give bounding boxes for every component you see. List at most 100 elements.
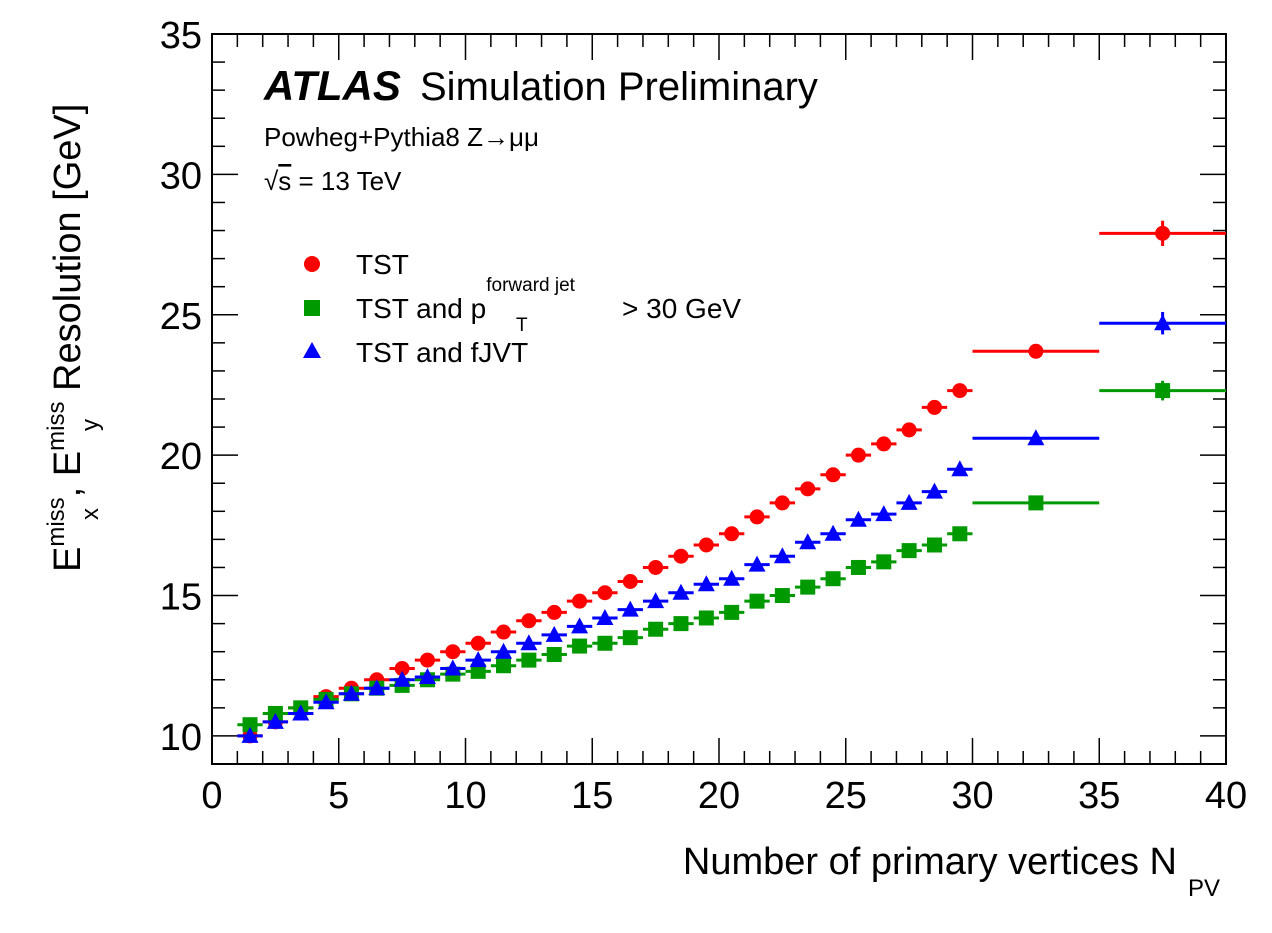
y-tick-label: 35 xyxy=(160,15,202,57)
data-point-circle xyxy=(724,526,740,542)
data-point-triangle xyxy=(444,659,462,676)
x-tick-label: 5 xyxy=(328,775,349,817)
data-point-square xyxy=(1155,383,1171,399)
energy-value: = 13 TeV xyxy=(291,166,402,196)
x-axis-label-sub: PV xyxy=(1188,875,1220,902)
y-tick-label: 30 xyxy=(160,155,202,197)
data-point-square xyxy=(521,652,537,668)
data-point-square xyxy=(648,621,664,637)
data-point-circle xyxy=(749,509,765,525)
data-point-triangle xyxy=(925,482,943,499)
data-point-square xyxy=(1028,495,1044,511)
status-label: Simulation Preliminary xyxy=(420,65,818,109)
y-label-y-sub: y xyxy=(77,419,104,431)
data-point-square xyxy=(470,663,486,679)
data-point-triangle xyxy=(748,555,766,572)
data-point-circle xyxy=(1028,343,1044,359)
data-point-circle xyxy=(876,436,892,452)
data-point-triangle xyxy=(672,583,690,600)
data-point-circle xyxy=(597,585,613,601)
data-point-triangle xyxy=(342,684,360,701)
data-point-circle xyxy=(622,574,638,589)
legend-forward-jet-sup: forward jet xyxy=(486,275,575,296)
data-point-triangle xyxy=(292,704,310,721)
x-tick-label: 35 xyxy=(1078,775,1120,817)
series-triangle xyxy=(237,311,1226,743)
y-label-rest: Resolution [GeV] xyxy=(47,104,89,402)
y-tick-label: 25 xyxy=(160,296,202,338)
energy-s: s xyxy=(278,166,291,196)
x-tick-label: 30 xyxy=(951,775,993,817)
data-point-square xyxy=(496,658,512,674)
data-point-square xyxy=(242,717,258,733)
data-point-circle xyxy=(572,593,588,609)
data-point-square xyxy=(698,610,714,626)
data-point-triangle xyxy=(596,609,614,625)
legend-label-tst: TST xyxy=(356,249,409,280)
legend-item-fjvt: TST and fJVT xyxy=(303,337,528,368)
data-point-circle xyxy=(774,495,790,511)
legend: TST TST and pforward jet T > 30 GeV TST … xyxy=(303,249,741,368)
legend-forward-jet-sub: T xyxy=(516,315,528,336)
legend-forward-jet-main: TST and p xyxy=(356,293,486,324)
data-point-triangle xyxy=(545,625,563,642)
data-point-square xyxy=(800,579,816,595)
data-point-circle xyxy=(1155,225,1171,241)
data-point-triangle xyxy=(723,569,741,586)
data-point-square xyxy=(724,604,740,620)
data-point-triangle xyxy=(1027,429,1045,446)
legend-marker-square xyxy=(304,300,320,316)
data-point-triangle xyxy=(900,493,918,510)
data-point-circle xyxy=(445,644,461,660)
data-point-circle xyxy=(952,383,968,399)
process-label: Powheg+Pythia8 Z→μμ xyxy=(264,122,539,152)
legend-label-forward-jet: TST and pforward jet xyxy=(356,275,576,324)
y-tick-labels: 10 15 20 25 30 35 xyxy=(160,15,202,759)
data-point-square xyxy=(622,630,638,646)
x-axis-label: Number of primary vertices N xyxy=(683,841,1177,883)
y-label-y-sup: miss xyxy=(43,402,70,451)
data-point-triangle xyxy=(647,592,665,609)
data-point-triangle xyxy=(1154,314,1172,331)
data-point-square xyxy=(546,647,562,662)
data-point-triangle xyxy=(418,667,436,684)
x-tick-label: 15 xyxy=(571,775,613,817)
legend-item-tst: TST xyxy=(304,249,409,280)
plot-area xyxy=(211,33,1227,765)
data-point-square xyxy=(673,616,689,632)
experiment-label: ATLAS xyxy=(263,62,401,109)
legend-label-fjvt: TST and fJVT xyxy=(356,337,528,368)
data-point-square xyxy=(901,543,917,559)
data-point-triangle xyxy=(621,600,639,617)
data-point-square xyxy=(597,635,613,651)
y-label-e2: E xyxy=(47,451,89,476)
data-point-triangle xyxy=(469,651,487,668)
data-point-triangle xyxy=(368,679,386,696)
y-tick-label: 20 xyxy=(160,436,202,478)
data-point-circle xyxy=(496,624,512,640)
y-tick-label: 10 xyxy=(160,717,202,759)
data-point-circle xyxy=(825,467,841,483)
y-axis-label: Emiss, Emiss Resolution [GeV] xyxy=(43,104,89,572)
data-series xyxy=(237,220,1226,744)
data-point-triangle xyxy=(875,505,893,522)
data-point-square xyxy=(774,588,790,604)
legend-item-forward-jet: TST and pforward jet T > 30 GeV xyxy=(304,275,741,336)
data-point-triangle xyxy=(266,712,284,729)
data-point-square xyxy=(749,593,765,609)
data-point-triangle xyxy=(799,533,817,550)
data-point-circle xyxy=(901,422,917,438)
data-point-circle xyxy=(800,481,816,497)
x-tick-label: 0 xyxy=(201,775,222,817)
data-point-circle xyxy=(394,661,410,677)
x-tick-label: 25 xyxy=(825,775,867,817)
data-point-square xyxy=(876,554,892,570)
energy-label: √s = 13 TeV xyxy=(264,166,402,196)
data-point-square xyxy=(952,526,968,542)
data-point-circle xyxy=(850,447,866,463)
data-point-triangle xyxy=(317,693,335,710)
y-label-e1: E xyxy=(47,547,89,572)
sqrt-symbol: √ xyxy=(264,166,279,196)
data-point-triangle xyxy=(495,642,513,659)
